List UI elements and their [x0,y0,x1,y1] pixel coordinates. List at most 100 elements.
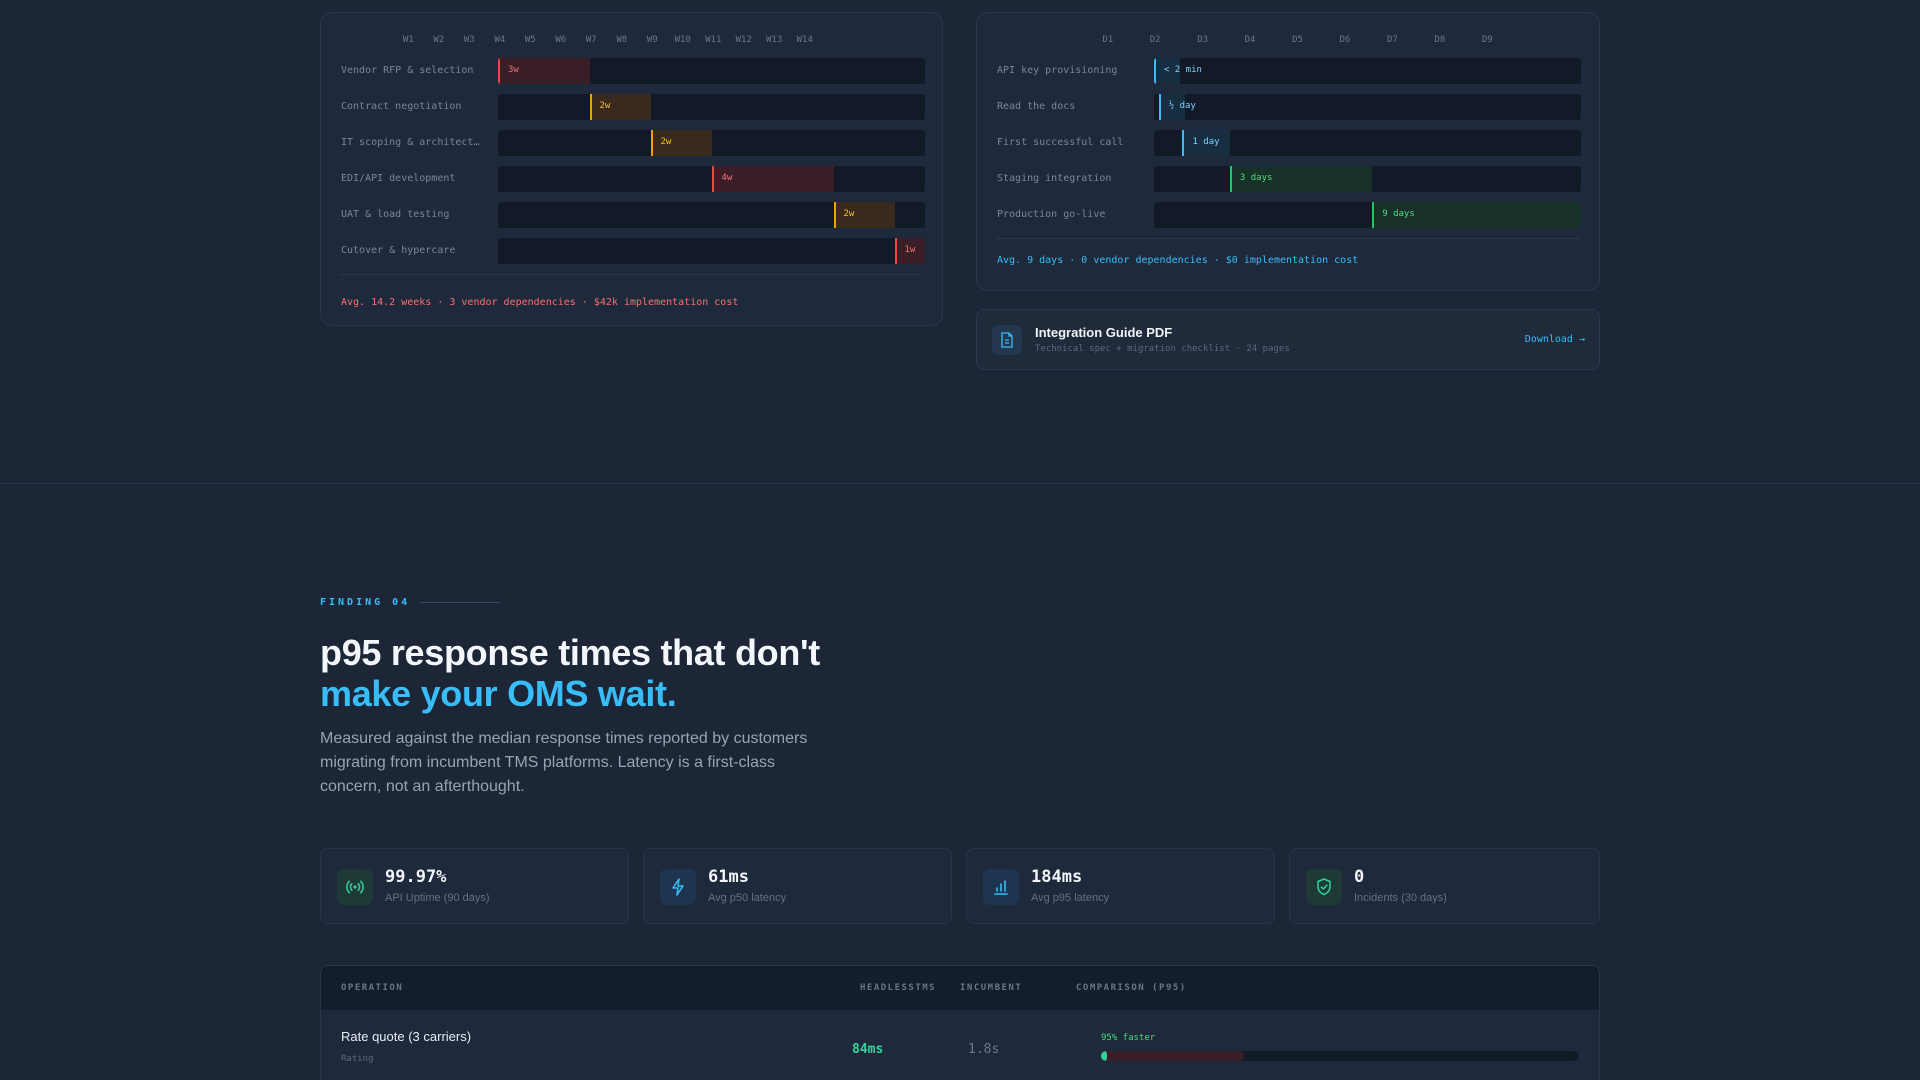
integration-guide-card: Integration Guide PDF Technical spec + m… [976,309,1600,370]
timeline-track: 2w [498,202,925,228]
axis-tick: D3 [1197,35,1209,45]
timeline-row-label: Staging integration [997,173,1112,184]
timeline-row-label: Cutover & hypercare [341,245,456,256]
stat-value: 184ms [1031,867,1083,887]
stat-card-uptime: 99.97% API Uptime (90 days) [320,848,629,924]
timeline-bar-label: 3w [508,65,519,75]
stat-label: API Uptime (90 days) [385,892,490,904]
signal-icon [337,869,373,905]
divider [341,274,922,275]
timeline-bar-label: 2w [660,137,672,147]
timeline-bar: 1 day [1182,130,1230,156]
timeline-track: 1 day [1154,130,1581,156]
timeline-bar-label: 1 day [1192,137,1220,147]
timeline-track: ½ day [1154,94,1581,120]
day-axis: D1 D2 D3 D4 D5 D6 D7 D8 D9 [1102,35,1581,49]
timeline-row-label: Vendor RFP & selection [341,65,474,76]
timeline-track: 3w [498,58,925,84]
latency-table: OPERATION HEADLESSTMS INCUMBENT COMPARIS… [320,965,1600,1080]
timeline-row: UAT & load testing 2w [321,202,942,228]
timeline-bar: 1w [894,238,925,264]
headline-line-1: p95 response times that don't [320,632,820,673]
stat-value: 99.97% [385,867,447,887]
axis-tick: W4 [494,35,506,45]
timeline-bar: ½ day [1158,94,1196,120]
shield-check-icon [1306,869,1342,905]
timeline-track: 4w [498,166,925,192]
timeline-bar: 2w [589,94,651,120]
timeline-bar: 9 days [1372,202,1581,228]
timeline-row: Contract negotiation 2w [321,94,942,120]
axis-tick: W5 [524,35,536,45]
axis-tick: W8 [616,35,628,45]
stat-value: 61ms [708,867,749,887]
timeline-row-label: EDI/API development [341,173,456,184]
timeline-row-label: First successful call [997,137,1124,148]
col-incumbent: INCUMBENT [960,983,1023,993]
headless-summary: Avg. 9 days · 0 vendor dependencies · $0… [997,255,1359,266]
axis-tick: D5 [1292,35,1303,45]
stat-label: Avg p50 latency [708,892,787,904]
document-icon [992,325,1022,355]
timeline-row: Read the docs ½ day [977,94,1599,120]
table-header: OPERATION HEADLESSTMS INCUMBENT COMPARIS… [321,966,1599,1010]
timeline-row-label: Production go-live [997,209,1106,220]
timeline-row: Production go-live 9 days [977,202,1599,228]
timeline-bar-label: 2w [599,101,611,111]
headless-bar [1101,1051,1108,1061]
stat-card-p50: 61ms Avg p50 latency [643,848,952,924]
guide-subtitle: Technical spec + migration checklist · 2… [1035,344,1290,354]
timeline-bar-label: ½ day [1168,101,1196,111]
comparison-label: 95% faster [1101,1033,1156,1043]
eyebrow-label: FINDING 04 [320,597,411,608]
timeline-row-label: Read the docs [997,101,1076,112]
timeline-track: 2w [498,130,925,156]
timeline-row-label: Contract negotiation [341,101,462,112]
legacy-timeline-card: W1 W2 W3 W4 W5 W6 W7 W8 W9 W10 W11 W12 W13 W14 Avg. 1… [320,12,943,326]
axis-tick: D4 [1244,35,1256,45]
section-divider [0,483,1920,484]
timeline-bar: < 2 min [1154,58,1202,84]
divider [997,238,1579,239]
incumbent-bar [1101,1051,1245,1061]
timeline-track: 3 days [1154,166,1581,192]
operation-name: Rate quote (3 carriers) [341,1029,472,1044]
timeline-bar-label: 1w [904,245,916,255]
axis-tick: W9 [646,35,658,45]
axis-tick: W13 [766,35,783,45]
axis-tick: W10 [674,35,691,45]
headless-value: 84ms [852,1042,884,1057]
timeline-row-label: API key provisioning [997,65,1118,76]
download-link[interactable]: Download → [1524,334,1585,345]
timeline-bar: 2w [650,130,712,156]
legacy-summary: Avg. 14.2 weeks · 3 vendor dependencies … [341,297,739,308]
section-headline: p95 response times that don't make your … [320,632,820,714]
timeline-row: Staging integration 3 days [977,166,1599,192]
timeline-bar-label: 2w [843,209,855,219]
axis-tick: W14 [796,35,813,45]
timeline-bar-label: 9 days [1382,209,1415,219]
axis-tick: D8 [1434,35,1446,45]
timeline-bar-label: 4w [721,173,733,183]
stat-value: 0 [1354,867,1365,887]
axis-tick: W11 [705,35,722,45]
timeline-track: 1w [498,238,925,264]
axis-tick: D7 [1386,35,1398,45]
timeline-row-label: UAT & load testing [341,209,450,220]
section-lede: Measured against the median response tim… [320,730,808,795]
timeline-bar: 3w [498,58,590,84]
axis-tick: W12 [735,35,752,45]
timeline-row-label: IT scoping & architect… [341,137,480,148]
timeline-row: IT scoping & architect… 2w [321,130,942,156]
stat-label: Incidents (30 days) [1354,892,1447,904]
timeline-bar-label: < 2 min [1164,65,1202,75]
headless-timeline-card: D1 D2 D3 D4 D5 D6 D7 D8 D9 Avg. 9 days · 0 vendo… [976,12,1600,291]
timeline-bar: 3 days [1229,166,1373,192]
axis-tick: D1 [1102,35,1114,45]
stat-card-incidents: 0 Incidents (30 days) [1289,848,1600,924]
timeline-track: 9 days [1154,202,1581,228]
bolt-icon [660,869,696,905]
axis-tick: W6 [555,35,567,45]
operation-category: Rating [341,1054,374,1064]
col-operation: OPERATION [341,983,404,993]
